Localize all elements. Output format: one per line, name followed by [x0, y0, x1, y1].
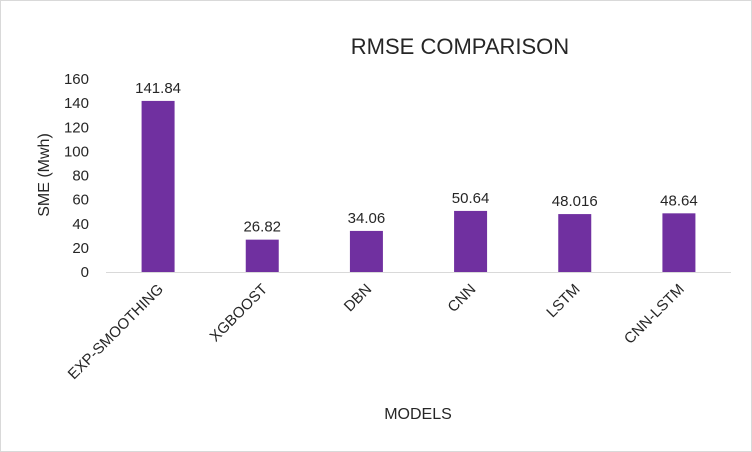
y-tick-label: 140 [64, 95, 89, 112]
category-label: XGBOOST [207, 281, 271, 345]
y-axis-ticks: 0 20 40 60 80 100 120 140 160 [64, 71, 89, 281]
y-tick-label: 20 [72, 240, 89, 257]
bar [558, 214, 592, 272]
bar [662, 213, 696, 272]
y-tick-label: 80 [72, 168, 89, 185]
chart-title: RMSE COMPARISON [351, 34, 569, 59]
y-tick-label: 60 [72, 192, 89, 209]
data-label: 141.84 [135, 80, 181, 97]
bar [454, 210, 488, 272]
category-labels: EXP-SMOOTHING XGBOOST DBN CNN LSTM CNN-LSTM [65, 281, 688, 383]
category-label: EXP-SMOOTHING [65, 281, 167, 383]
y-tick-label: 120 [64, 119, 89, 136]
category-label: CNN [444, 281, 479, 316]
bar [141, 100, 175, 272]
data-label: 26.82 [243, 219, 281, 236]
data-label: 50.64 [452, 190, 490, 207]
bar [349, 230, 383, 272]
category-label: CNN-LSTM [621, 281, 688, 348]
data-label: 34.06 [348, 210, 386, 227]
bars [141, 100, 696, 272]
bar [245, 239, 279, 272]
data-label: 48.016 [552, 193, 598, 210]
y-tick-label: 0 [81, 264, 89, 281]
x-axis-label: MODELS [384, 406, 452, 423]
y-tick-label: 40 [72, 216, 89, 233]
data-label: 48.64 [660, 192, 698, 209]
y-tick-label: 100 [64, 143, 89, 160]
y-axis-label: SME (Mwh) [36, 133, 53, 217]
category-label: DBN [341, 281, 375, 315]
y-tick-label: 160 [64, 71, 89, 88]
category-label: LSTM [543, 281, 583, 321]
data-labels: 141.84 26.82 34.06 50.64 48.016 48.64 [135, 80, 698, 236]
